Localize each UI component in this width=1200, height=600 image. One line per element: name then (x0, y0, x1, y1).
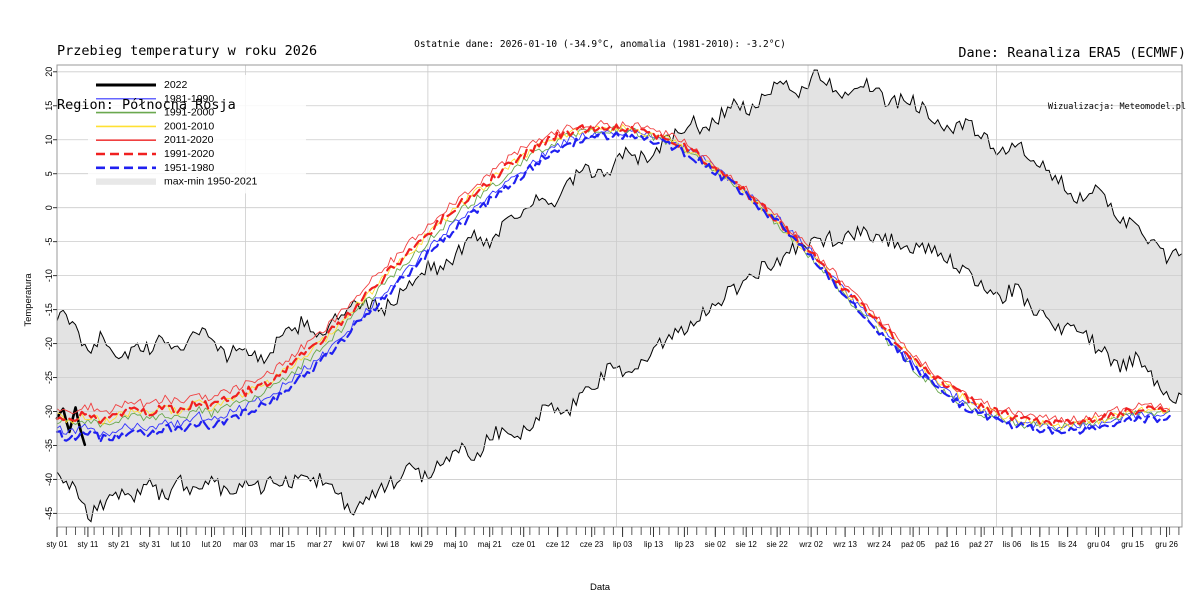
min-envelope-line (56, 225, 1183, 523)
legend-item-1951-1980[interactable]: 1951-1980 (96, 162, 214, 174)
legend-swatch-band (96, 178, 156, 185)
y-tick-label: -10 (44, 269, 54, 282)
data-source: Dane: Reanaliza ERA5 (ECMWF) (958, 45, 1186, 61)
x-tick-label: kwi 18 (376, 540, 399, 549)
legend-label: 1991-2000 (164, 107, 214, 119)
series-line-1951-1980 (55, 131, 1171, 444)
last-data-subtitle: Ostatnie dane: 2026-01-10 (-34.9°C, anom… (414, 39, 786, 50)
x-tick-label: paź 27 (969, 540, 994, 549)
y-tick-label: -45 (44, 507, 54, 520)
legend-item-1991-2000[interactable]: 1991-2000 (96, 107, 214, 119)
y-axis-title: Temperatura (23, 273, 35, 327)
legend-item-2011-2020[interactable]: 2011-2020 (96, 134, 214, 146)
plot-border (56, 64, 1183, 528)
x-tick-label: sie 22 (766, 540, 788, 549)
x-tick-label: maj 10 (444, 540, 469, 549)
y-tick-label: 0 (44, 205, 54, 210)
y-tick-label: -15 (44, 303, 54, 316)
x-axis: sty 01 sty 11 sty 21 sty 31 lut 10 lut 20 mar … (46, 527, 1180, 549)
y-tick-label: -35 (44, 439, 54, 452)
series-line-1991-2020 (55, 123, 1171, 427)
x-tick-label: cze 12 (546, 540, 570, 549)
x-tick-label: paź 05 (901, 540, 926, 549)
x-tick-label: wrz 24 (866, 540, 891, 549)
x-tick-label: paź 16 (935, 540, 960, 549)
legend-item-2001-2010[interactable]: 2001-2010 (96, 120, 214, 132)
x-tick-label: gru 15 (1121, 540, 1144, 549)
series-line-2022 (55, 406, 87, 447)
max-min-band-fill (57, 69, 1182, 522)
y-tick-label: 15 (44, 101, 54, 111)
legend-item-1981-1990[interactable]: 1981-1990 (96, 93, 214, 105)
x-tick-label: sie 02 (705, 540, 727, 549)
x-tick-label: lis 24 (1058, 540, 1077, 549)
y-tick-label: -25 (44, 371, 54, 384)
legend-label: max-min 1950-2021 (164, 176, 258, 188)
x-tick-label: mar 15 (270, 540, 295, 549)
x-tick-label: cze 01 (512, 540, 536, 549)
x-tick-label: gru 04 (1087, 540, 1110, 549)
x-tick-label: lut 10 (171, 540, 191, 549)
legend-item-2022[interactable]: 2022 (96, 79, 188, 91)
x-tick-label: sty 11 (78, 540, 99, 549)
y-tick-label: -30 (44, 405, 54, 418)
y-tick-label: 20 (44, 67, 54, 77)
region-subtitle: Region: Północna Rosja (57, 97, 236, 113)
legend-item-1991-2020[interactable]: 1991-2020 (96, 148, 214, 160)
x-tick-label: kwi 07 (342, 540, 365, 549)
series-line-1991-2000 (56, 125, 1171, 433)
y-tick-label: -5 (44, 238, 54, 246)
y-tick-label: 5 (44, 171, 54, 176)
x-tick-label: mar 27 (307, 540, 332, 549)
x-tick-label: wrz 02 (798, 540, 823, 549)
legend-label: 1981-1990 (164, 93, 214, 105)
x-tick-label: cze 23 (580, 540, 604, 549)
x-tick-label: gru 26 (1155, 540, 1178, 549)
x-tick-label: wrz 13 (832, 540, 857, 549)
legend-label: 1951-1980 (164, 162, 214, 174)
x-tick-label: lip 03 (613, 540, 633, 549)
legend-background (88, 75, 306, 194)
y-tick-label: -20 (44, 337, 54, 350)
legend-label: 1991-2020 (164, 148, 214, 160)
series-group (55, 120, 1171, 447)
page-title: Przebieg temperatury w roku 2026 (57, 43, 318, 59)
max-min-band (56, 69, 1183, 523)
legend-item-max-min-1950-2021[interactable]: max-min 1950-2021 (96, 176, 258, 188)
x-tick-label: sty 01 (46, 540, 68, 549)
x-tick-label: lip 23 (675, 540, 695, 549)
legend-label: 2011-2020 (164, 134, 214, 146)
legend-label: 2001-2010 (164, 120, 214, 132)
x-tick-label: sie 12 (736, 540, 758, 549)
y-tick-label: 10 (44, 135, 54, 145)
x-tick-label: kwi 29 (410, 540, 433, 549)
chart-header-left: Przebieg temperatury w roku 2026 Region:… (57, 6, 317, 150)
x-tick-label: maj 21 (478, 540, 503, 549)
x-axis-title: Data (589, 582, 611, 593)
x-tick-label: mar 03 (233, 540, 258, 549)
axes-frame (56, 64, 1183, 528)
visualization-credit: Wizualizacja: Meteomodel.pl (1047, 102, 1186, 112)
chart-header-right: Dane: Reanaliza ERA5 (ECMWF) Wizualizacj… (958, 6, 1186, 152)
x-tick-label: lip 13 (644, 540, 664, 549)
x-tick-label: lis 15 (1030, 540, 1049, 549)
x-tick-label: sty 21 (108, 540, 130, 549)
x-tick-label: lis 06 (1003, 540, 1022, 549)
y-axis: 20 15 10 5 0 -5 -10 -15 -20 -25 -30 -35 -40 -45 (44, 67, 57, 520)
x-tick-label: lut 20 (202, 540, 222, 549)
legend-label: 2022 (164, 79, 188, 91)
y-tick-label: -40 (44, 473, 54, 486)
x-tick-label: sty 31 (139, 540, 161, 549)
max-envelope-line (56, 69, 1183, 365)
